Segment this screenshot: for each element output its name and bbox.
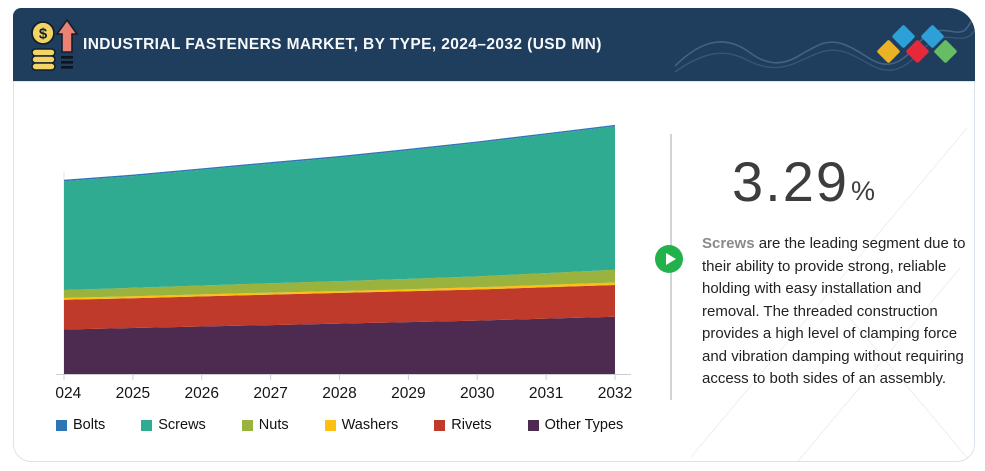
play-icon [665, 253, 676, 265]
area-series-nuts [64, 269, 615, 298]
legend-item-screws[interactable]: Screws [141, 417, 206, 433]
legend-item-nuts[interactable]: Nuts [241, 417, 289, 433]
legend-label: Washers [341, 417, 399, 433]
x-axis-label: 2024 [56, 385, 82, 402]
legend-swatch [527, 419, 539, 431]
insight-text: Screws are the leading segment due to th… [702, 233, 968, 391]
cagr-percent-sign: % [851, 176, 876, 206]
legend-label: Bolts [73, 417, 106, 433]
x-axis-label: 2026 [185, 385, 219, 402]
legend-item-other-types[interactable]: Other Types [527, 417, 624, 433]
legend-label: Other Types [544, 417, 624, 433]
area-series-other-types [64, 316, 615, 374]
legend-swatch [141, 419, 153, 431]
coins-rising-arrow-icon: $ [31, 18, 79, 71]
x-axis-label: 2029 [391, 385, 425, 402]
legend-item-washers[interactable]: Washers [324, 417, 399, 433]
x-axis-label: 2031 [529, 385, 563, 402]
legend-swatch [241, 419, 253, 431]
content-card: 2024 2025 2026 2027 2028 2029 2030 2031 2032 Bol… [13, 81, 975, 462]
insight-description: are the leading segment due to their abi… [702, 235, 966, 387]
area-series-screws [64, 126, 615, 290]
cagr-stat: 3.29 % [732, 154, 875, 210]
play-button[interactable] [655, 245, 683, 273]
chart-legend: Bolts Screws Nuts Washers Rivets Other Types [56, 417, 623, 433]
svg-text:$: $ [39, 26, 48, 43]
legend-label: Nuts [258, 417, 289, 433]
area-series-washers [64, 282, 615, 300]
legend-swatch [56, 419, 67, 431]
x-axis-label: 2027 [253, 385, 287, 402]
x-axis-label: 2028 [322, 385, 356, 402]
legend-item-bolts[interactable]: Bolts [56, 417, 105, 433]
insight-lead-word: Screws [702, 235, 755, 252]
cagr-value: 3.29 [732, 150, 849, 213]
page-title: INDUSTRIAL FASTENERS MARKET, BY TYPE, 20… [83, 35, 602, 53]
area-series-rivets [64, 285, 615, 330]
legend-swatch [324, 419, 336, 431]
legend-label: Screws [158, 417, 206, 433]
legend-label: Rivets [451, 417, 492, 433]
market-area-chart: 2024 2025 2026 2027 2028 2029 2030 2031 2032 [56, 124, 632, 402]
x-axis-label: 2030 [460, 385, 495, 402]
x-axis-label: 2025 [116, 385, 150, 402]
legend-swatch [434, 419, 446, 431]
x-axis-label: 2032 [598, 385, 632, 402]
legend-item-rivets[interactable]: Rivets [434, 417, 492, 433]
header-banner: $ INDUSTRIAL FASTENERS MARKET, BY TYPE, … [13, 8, 975, 81]
